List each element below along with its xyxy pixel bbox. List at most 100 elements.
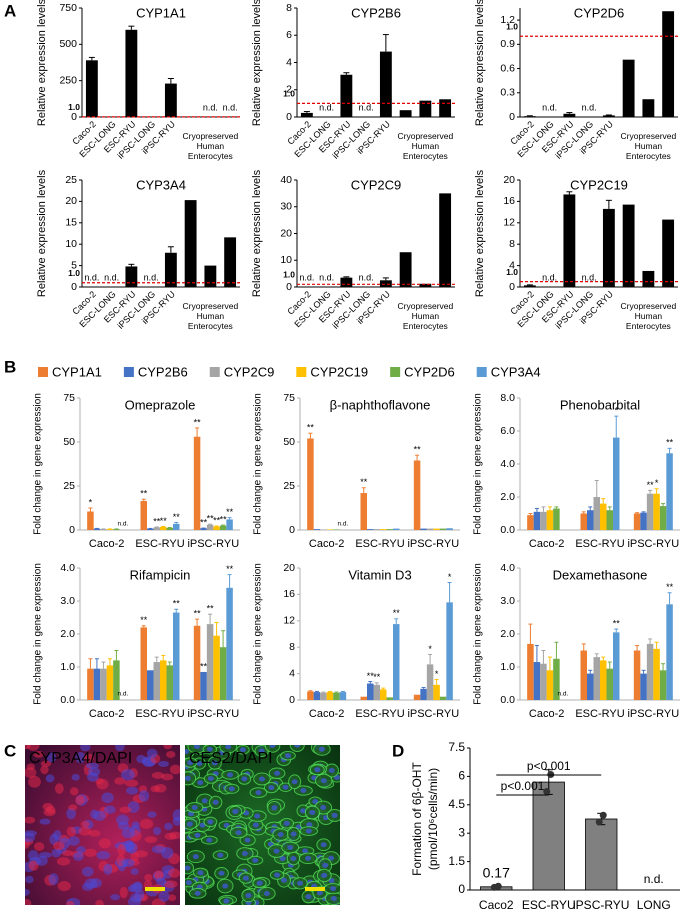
category-label: Cryopreserved Human Enterocytes xyxy=(398,301,454,331)
category-label: iPSC-RYU xyxy=(627,538,679,550)
y-tick-label: 0 xyxy=(286,281,292,293)
nucleus xyxy=(290,855,297,861)
nucleus xyxy=(271,805,278,811)
bar xyxy=(373,684,380,700)
bar xyxy=(173,612,180,700)
legend-swatch xyxy=(296,367,307,377)
category-label: ESC-RYU xyxy=(355,538,404,550)
cell xyxy=(96,778,109,790)
bar xyxy=(200,528,207,530)
panel-label: A xyxy=(4,1,16,20)
cell xyxy=(161,773,174,781)
chart-title: Dexamethasone xyxy=(553,567,648,582)
y-tick-label: 3.0 xyxy=(500,595,515,607)
cell xyxy=(125,840,135,852)
bar xyxy=(340,277,353,287)
cell xyxy=(25,830,38,837)
bar xyxy=(147,670,154,700)
nucleus xyxy=(241,776,248,782)
bar xyxy=(640,512,647,530)
annotation: ** xyxy=(173,599,181,609)
bar xyxy=(193,625,201,700)
y-tick-label: 4 xyxy=(289,667,295,679)
annotation: * xyxy=(435,669,439,679)
y-axis-label: Fold change in gene expression xyxy=(33,393,44,535)
cell xyxy=(28,775,41,788)
annotation: ** xyxy=(613,618,621,628)
nucleus xyxy=(194,890,201,896)
cell xyxy=(156,877,167,886)
nucleus xyxy=(274,770,281,776)
annotation: n.d. xyxy=(117,691,128,698)
bar xyxy=(622,59,635,117)
category-label: iPSC-RYU xyxy=(573,898,629,912)
y-tick-label: 4.5 xyxy=(448,797,465,811)
bar xyxy=(219,647,227,700)
bar xyxy=(413,694,421,700)
nucleus xyxy=(207,819,214,825)
cell xyxy=(71,773,80,781)
comparison-label: p<0.001 xyxy=(501,779,545,793)
bar xyxy=(226,519,233,530)
nucleus xyxy=(201,798,208,804)
value-label: n.d. xyxy=(144,272,159,282)
bar xyxy=(553,508,560,530)
bar xyxy=(367,683,374,700)
cell xyxy=(84,848,97,857)
value-label: n.d. xyxy=(319,102,334,112)
bar xyxy=(640,673,647,700)
category-label: iPSC-RYU xyxy=(407,538,459,550)
cell xyxy=(110,894,121,901)
y-tick-label: 10 xyxy=(280,254,292,266)
cell xyxy=(53,841,65,851)
bar xyxy=(527,643,534,700)
bar xyxy=(439,528,447,530)
bar xyxy=(224,237,237,287)
category-label: iPSC-RYU xyxy=(627,708,679,720)
bar xyxy=(386,529,393,530)
value-label: n.d. xyxy=(203,102,218,112)
y-tick-label: 2.0 xyxy=(500,491,515,503)
y-tick-label: 0 xyxy=(289,694,295,706)
nucleus xyxy=(294,745,301,748)
nucleus xyxy=(241,850,248,856)
bar xyxy=(360,696,367,700)
cell xyxy=(169,764,180,775)
bar xyxy=(333,692,340,700)
cell xyxy=(39,818,51,825)
panel-label: B xyxy=(4,357,16,376)
y-tick-label: 0 xyxy=(458,882,465,896)
annotation: * xyxy=(448,572,452,582)
bar xyxy=(300,112,313,117)
chart-title: CYP2C9 xyxy=(351,177,402,192)
bar xyxy=(307,691,314,700)
nucleus xyxy=(245,893,252,899)
annotation: ** xyxy=(200,661,208,671)
y-tick-label: 7.5 xyxy=(448,740,465,754)
nucleus xyxy=(242,875,249,881)
bar xyxy=(606,510,613,530)
nucleus xyxy=(263,890,270,896)
bar xyxy=(587,510,594,530)
bar xyxy=(326,529,334,530)
nucleus xyxy=(321,872,328,878)
y-tick-label: 4.0 xyxy=(500,562,515,574)
bar xyxy=(93,668,101,700)
cell xyxy=(103,805,116,814)
nucleus xyxy=(244,837,251,843)
bar xyxy=(642,270,655,287)
bar xyxy=(166,527,173,530)
micrograph xyxy=(185,745,340,905)
category-label: ESC-RYU xyxy=(575,708,624,720)
y-tick-label: 6 xyxy=(286,29,292,41)
category-label: Caco-2 xyxy=(309,708,344,720)
bar xyxy=(100,529,107,530)
cell xyxy=(28,860,39,871)
bar xyxy=(580,650,587,700)
nucleus xyxy=(191,804,198,810)
cell xyxy=(86,772,99,782)
bar xyxy=(213,526,220,530)
bar xyxy=(666,453,673,530)
chart-title: Rifampicin xyxy=(130,567,191,582)
bar xyxy=(373,529,380,530)
